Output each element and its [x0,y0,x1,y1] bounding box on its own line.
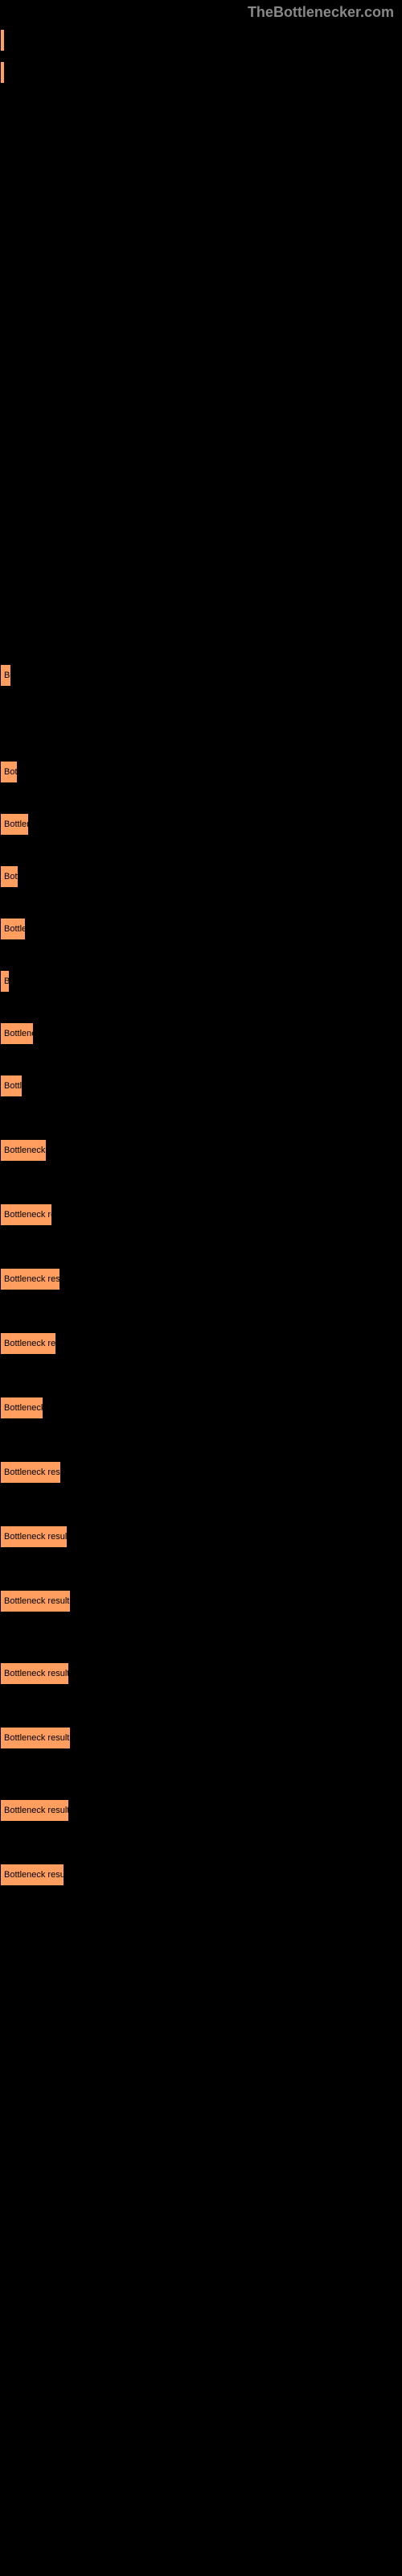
chart-bar: Bottleneck [0,1397,43,1419]
chart-bar: Bottleneck result [0,1727,71,1749]
bar-chart: Bo Bott Bottlen Bott Bottle B Bottlene Bottl Bot… [0,0,402,2570]
chart-bar: Bottl [0,1075,23,1097]
chart-bar: Bottleneck resu [0,1268,60,1290]
chart-bar [0,29,5,52]
chart-bar: Bottleneck result [0,1590,71,1612]
chart-bar: Bottleneck r [0,1139,47,1162]
chart-bar: Bottleneck res [0,1332,56,1355]
chart-bar: Bottleneck result [0,1662,69,1685]
chart-bar: Bottleneck resul [0,1864,64,1886]
chart-bar: Bottlene [0,1022,34,1045]
chart-bar: B [0,970,10,993]
chart-bar: Bottleneck result [0,1799,69,1822]
chart-bar [0,61,5,84]
chart-bar: Bottleneck result [0,1525,68,1548]
chart-bar: Bott [0,865,18,888]
chart-bar: Bottleneck re [0,1203,52,1226]
chart-bar: Bott [0,761,18,783]
chart-bar: Bottle [0,918,26,940]
chart-bar: Bottlen [0,813,29,836]
chart-bar: Bottleneck resu [0,1461,61,1484]
chart-bar: Bo [0,664,11,687]
